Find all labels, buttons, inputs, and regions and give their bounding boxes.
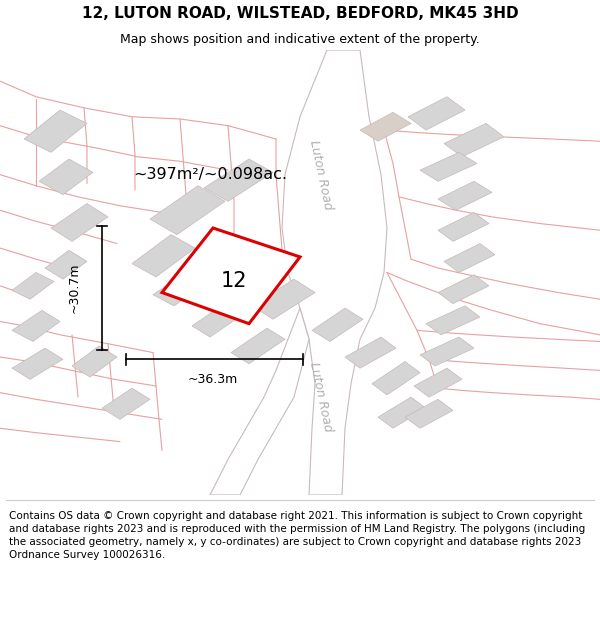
Polygon shape (426, 306, 480, 335)
Polygon shape (420, 337, 474, 366)
Polygon shape (132, 234, 195, 277)
Polygon shape (153, 266, 216, 306)
Polygon shape (444, 244, 495, 272)
Text: ~397m²/~0.098ac.: ~397m²/~0.098ac. (133, 167, 287, 182)
Text: Contains OS data © Crown copyright and database right 2021. This information is : Contains OS data © Crown copyright and d… (9, 511, 585, 560)
Text: 12: 12 (221, 271, 247, 291)
Text: ~36.3m: ~36.3m (188, 372, 238, 386)
Text: ~30.7m: ~30.7m (68, 263, 81, 313)
Polygon shape (378, 397, 426, 428)
Polygon shape (345, 337, 396, 368)
Polygon shape (438, 213, 489, 241)
Polygon shape (45, 250, 87, 279)
Polygon shape (12, 311, 60, 341)
Polygon shape (372, 361, 420, 395)
Polygon shape (72, 346, 117, 377)
Polygon shape (438, 181, 492, 210)
Polygon shape (312, 308, 363, 341)
Text: Luton Road: Luton Road (307, 139, 335, 211)
Polygon shape (252, 279, 315, 319)
Polygon shape (210, 308, 309, 495)
Polygon shape (162, 228, 300, 324)
Polygon shape (444, 123, 504, 157)
Polygon shape (12, 272, 54, 299)
Polygon shape (150, 186, 225, 234)
Polygon shape (204, 159, 273, 201)
Polygon shape (360, 112, 411, 141)
Polygon shape (438, 275, 489, 304)
Polygon shape (12, 348, 63, 379)
Polygon shape (39, 159, 93, 194)
Text: Map shows position and indicative extent of the property.: Map shows position and indicative extent… (120, 32, 480, 46)
Polygon shape (231, 328, 285, 364)
Text: 12, LUTON ROAD, WILSTEAD, BEDFORD, MK45 3HD: 12, LUTON ROAD, WILSTEAD, BEDFORD, MK45 … (82, 6, 518, 21)
Polygon shape (282, 50, 387, 495)
Polygon shape (51, 204, 108, 241)
Polygon shape (405, 399, 453, 428)
Polygon shape (102, 388, 150, 419)
Polygon shape (24, 110, 87, 152)
Polygon shape (420, 152, 477, 181)
Polygon shape (414, 368, 462, 397)
Text: Luton Road: Luton Road (307, 361, 335, 433)
Polygon shape (192, 299, 249, 337)
Polygon shape (408, 97, 465, 130)
